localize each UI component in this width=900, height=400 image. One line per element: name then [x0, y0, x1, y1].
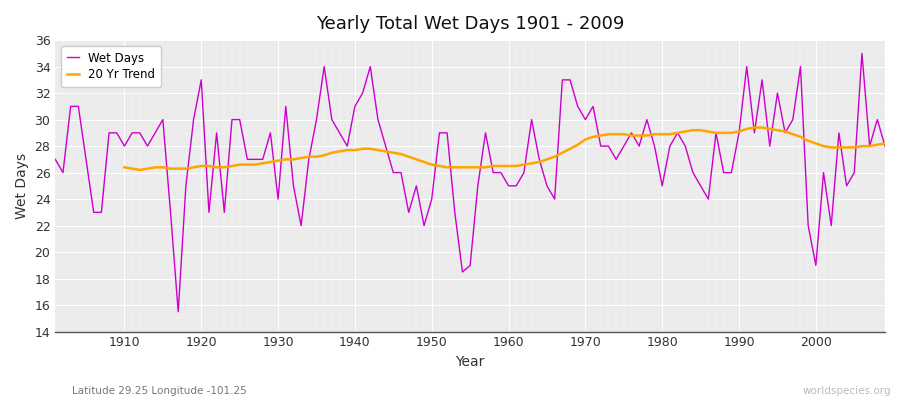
Wet Days	[879, 144, 890, 148]
20 Yr Trend	[879, 141, 890, 146]
20 Yr Trend	[518, 162, 529, 167]
Text: Latitude 29.25 Longitude -101.25: Latitude 29.25 Longitude -101.25	[72, 386, 247, 396]
Wet Days	[503, 184, 514, 188]
Wet Days	[173, 309, 184, 314]
Line: 20 Yr Trend: 20 Yr Trend	[124, 128, 885, 170]
20 Yr Trend	[119, 165, 130, 170]
Wet Days	[288, 184, 299, 188]
Legend: Wet Days, 20 Yr Trend: Wet Days, 20 Yr Trend	[61, 46, 161, 87]
Wet Days	[334, 130, 345, 135]
Wet Days	[112, 130, 122, 135]
20 Yr Trend	[833, 145, 844, 150]
20 Yr Trend	[303, 154, 314, 159]
X-axis label: Year: Year	[455, 355, 485, 369]
Wet Days	[50, 157, 60, 162]
Title: Yearly Total Wet Days 1901 - 2009: Yearly Total Wet Days 1901 - 2009	[316, 15, 625, 33]
20 Yr Trend	[580, 137, 590, 142]
20 Yr Trend	[273, 158, 284, 163]
20 Yr Trend	[134, 168, 145, 172]
20 Yr Trend	[749, 125, 760, 130]
Wet Days	[603, 144, 614, 148]
Text: worldspecies.org: worldspecies.org	[803, 386, 891, 396]
Y-axis label: Wet Days: Wet Days	[15, 153, 29, 219]
Wet Days	[511, 184, 522, 188]
20 Yr Trend	[857, 144, 868, 148]
Wet Days	[857, 51, 868, 56]
Line: Wet Days: Wet Days	[55, 53, 885, 312]
